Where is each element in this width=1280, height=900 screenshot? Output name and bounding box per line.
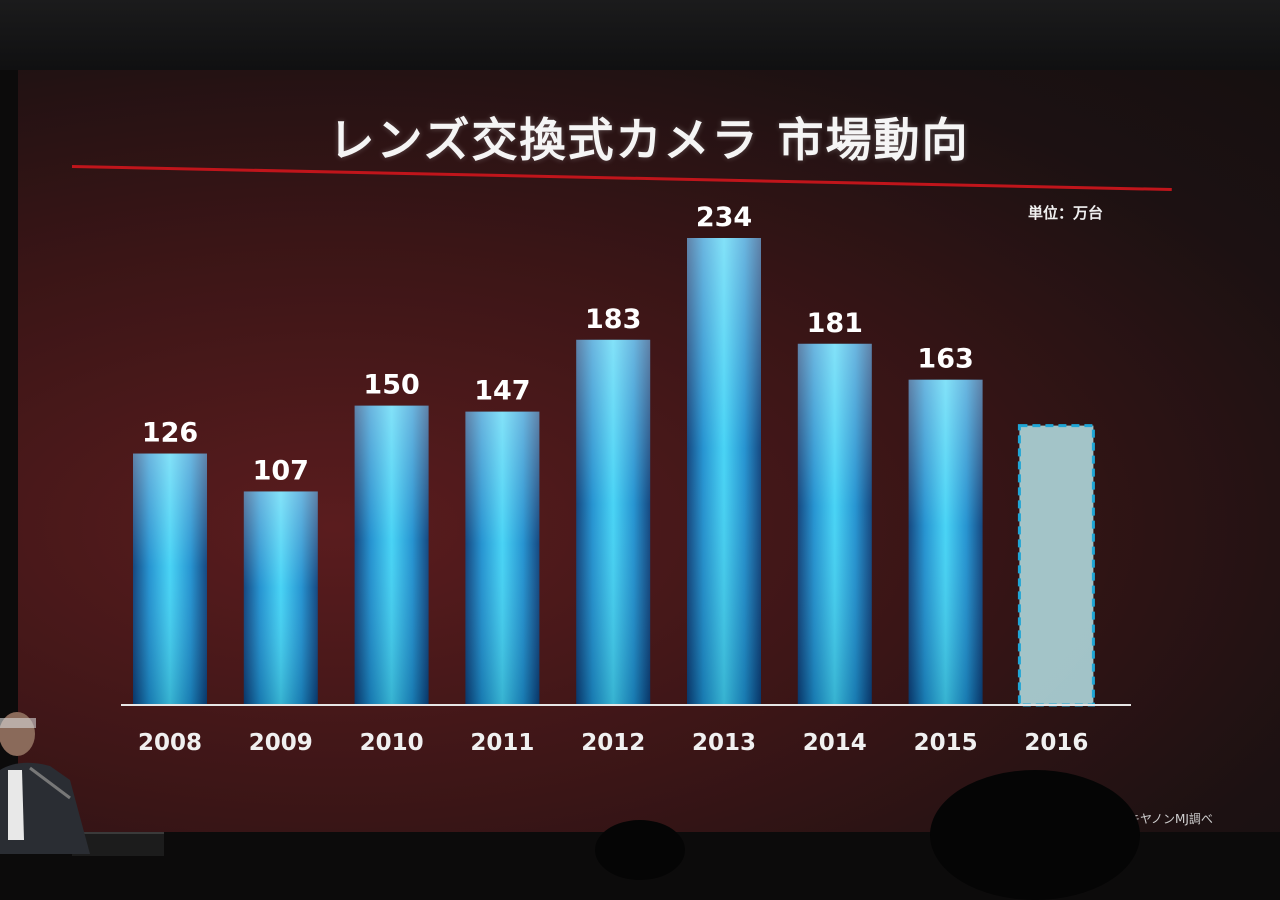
bar-highlight xyxy=(908,379,983,705)
bar-highlight xyxy=(797,343,872,705)
x-tick-label: 2011 xyxy=(470,730,534,756)
audience-head xyxy=(595,820,685,880)
data-label: 183 xyxy=(585,304,641,335)
data-label: 147 xyxy=(474,376,530,407)
slide-title: レンズ交換式カメラ 市場動向 xyxy=(328,113,970,167)
bar-chart: 126 2008 107 2009 150 2010 147 2011 183 2012 234 20… xyxy=(121,202,1131,756)
source-note: キヤノンMJ調べ xyxy=(1128,812,1213,826)
data-label: 181 xyxy=(807,308,863,339)
x-tick-label: 2015 xyxy=(914,730,978,756)
data-label: 107 xyxy=(253,455,309,486)
x-tick-label: 2012 xyxy=(581,730,645,756)
x-tick-label: 2014 xyxy=(803,730,867,756)
x-tick-label: 2016 xyxy=(1024,730,1088,756)
bar-highlight xyxy=(133,453,207,705)
presenter-silhouette xyxy=(0,712,90,854)
data-label: 126 xyxy=(142,418,198,449)
x-tick-label: 2013 xyxy=(692,730,756,756)
x-tick-label: 2008 xyxy=(138,730,202,756)
bar-highlight xyxy=(687,238,761,705)
data-label: 234 xyxy=(696,202,752,233)
ceiling xyxy=(0,0,1280,70)
x-tick-label: 2010 xyxy=(360,730,424,756)
data-label: 163 xyxy=(917,344,973,375)
unit-label: 単位：万台 xyxy=(1028,204,1104,222)
audience-head xyxy=(930,770,1140,900)
bar-highlight xyxy=(354,405,429,705)
bar-highlight xyxy=(465,411,540,705)
bar-highlight xyxy=(576,339,651,705)
bar-highlight xyxy=(243,491,318,705)
projection-screen: レンズ交換式カメラ 市場動向 単位：万台 126 2008 107 2009 150 20… xyxy=(18,70,1280,832)
x-tick-label: 2009 xyxy=(249,730,313,756)
data-label: 150 xyxy=(363,370,419,401)
bar-forecast xyxy=(1017,424,1095,707)
